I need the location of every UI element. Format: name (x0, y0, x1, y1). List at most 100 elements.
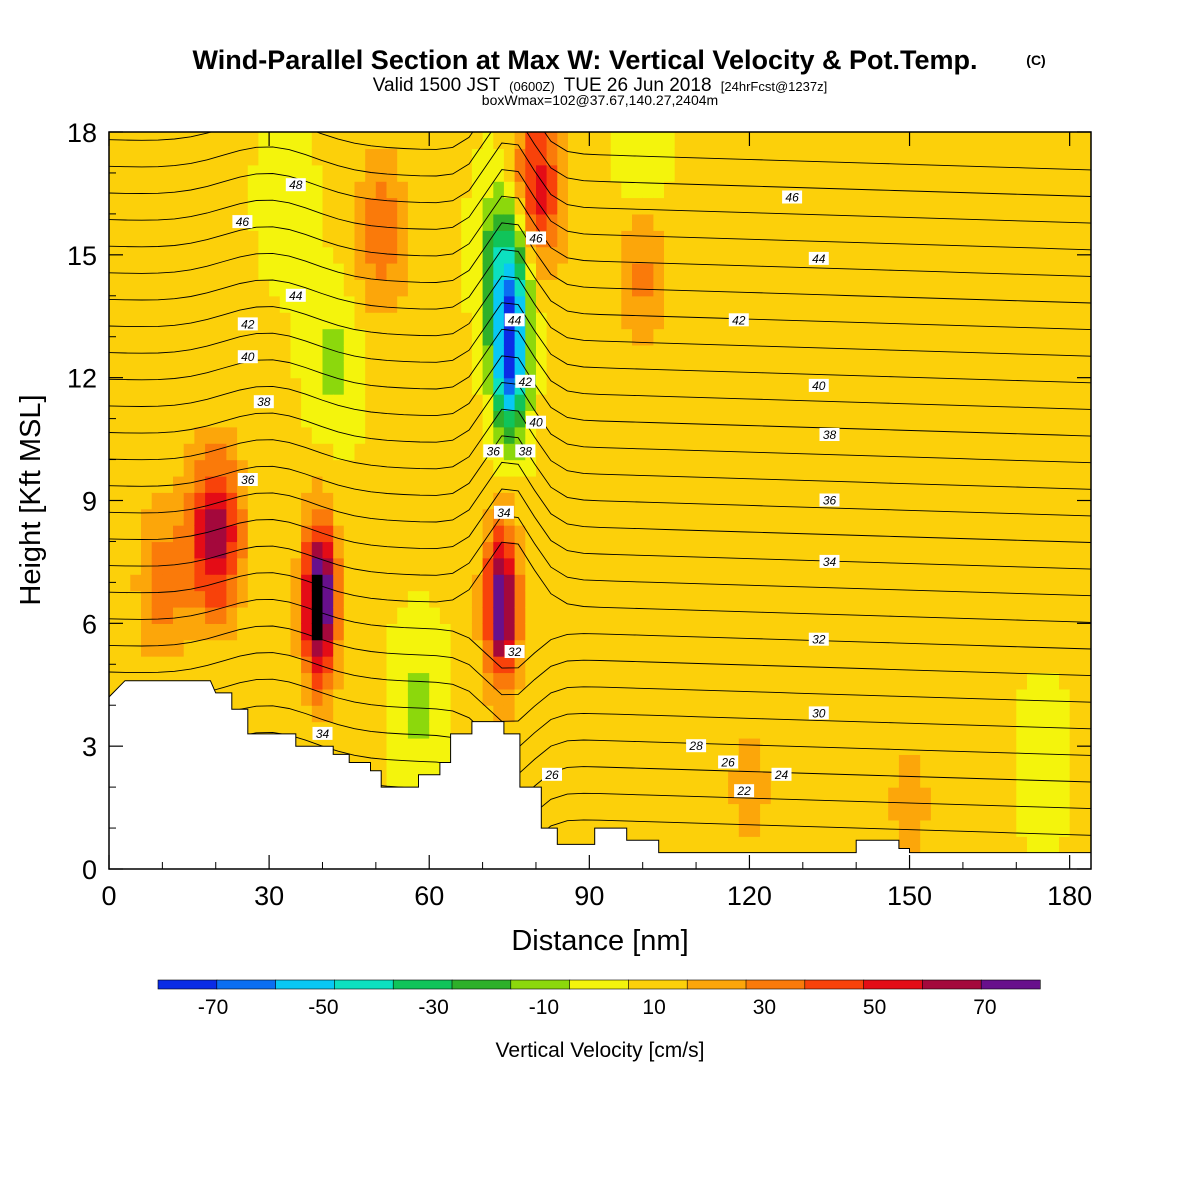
w-cell (386, 426, 398, 444)
w-cell (664, 295, 676, 313)
w-cell (781, 246, 793, 264)
w-cell (706, 295, 718, 313)
w-cell (226, 295, 238, 313)
w-cell (119, 312, 131, 330)
w-cell (247, 574, 260, 592)
w-cell (962, 443, 975, 461)
w-cell (984, 672, 996, 690)
w-cell (674, 639, 686, 657)
w-cell (696, 394, 708, 411)
w-cell (525, 148, 537, 166)
theta-isentrope (109, 652, 1091, 722)
w-cell (237, 590, 249, 608)
w-cell (717, 705, 729, 723)
copyright-mark: (C) (1026, 52, 1045, 68)
w-cell (397, 263, 409, 280)
w-cell (802, 197, 815, 215)
colorbar-label: -10 (529, 996, 559, 1019)
w-cell (407, 312, 420, 330)
w-cell (258, 213, 270, 231)
w-cell (290, 328, 302, 346)
w-cell (557, 164, 569, 182)
w-cell (706, 803, 718, 821)
w-cell (226, 492, 238, 510)
w-cell (439, 230, 452, 248)
w-cell (568, 787, 580, 805)
w-cell (322, 590, 334, 608)
w-cell (183, 246, 195, 264)
w-cell (1048, 754, 1060, 772)
w-cell (994, 672, 1007, 690)
w-cell (493, 557, 505, 575)
w-cell (941, 246, 953, 264)
w-cell (525, 770, 537, 788)
w-cell (952, 230, 964, 248)
w-cell (621, 656, 633, 674)
w-cell (1037, 426, 1049, 444)
w-cell (269, 607, 281, 624)
w-cell (333, 508, 345, 526)
w-cell (407, 541, 420, 559)
w-cell (343, 721, 356, 739)
w-cell (322, 672, 334, 690)
w-cell (162, 377, 174, 395)
w-cell (578, 574, 590, 592)
w-cell (375, 525, 388, 543)
w-cell (1005, 721, 1017, 739)
theta-isentrope (109, 132, 1091, 171)
w-cell (696, 197, 708, 215)
w-cell (589, 312, 601, 330)
w-cell (760, 770, 772, 788)
w-cell (866, 574, 879, 592)
w-cell (642, 279, 654, 297)
w-cell (1059, 623, 1071, 641)
w-cell (589, 475, 601, 493)
w-cell (632, 787, 644, 805)
w-cell (920, 443, 932, 461)
w-cell (461, 721, 473, 739)
w-cell (674, 721, 686, 739)
w-cell (247, 426, 260, 444)
w-cell (130, 263, 142, 280)
w-cell (450, 164, 462, 182)
w-cell (407, 721, 420, 739)
w-cell (866, 263, 879, 280)
w-cell (738, 213, 751, 231)
w-cell (482, 459, 494, 477)
w-cell (696, 787, 708, 805)
w-cell (450, 197, 462, 215)
w-cell (311, 377, 324, 395)
w-cell (568, 148, 580, 166)
w-cell (856, 623, 868, 641)
w-cell (194, 590, 206, 608)
w-cell (696, 590, 708, 608)
theta-label-bg (253, 395, 274, 409)
w-cell (642, 230, 654, 248)
w-cell (493, 279, 505, 297)
w-cell (578, 541, 590, 559)
w-cell (557, 705, 569, 723)
w-cell (1016, 459, 1028, 477)
w-cell (119, 508, 131, 526)
w-cell (450, 688, 462, 706)
w-cell (941, 443, 953, 461)
w-cell (247, 197, 260, 215)
w-cell (237, 623, 249, 641)
w-cell (407, 770, 420, 788)
w-cell (802, 590, 815, 608)
w-cell (738, 197, 751, 215)
w-cell (770, 443, 783, 461)
w-cell (973, 148, 985, 166)
w-cell (696, 819, 708, 837)
w-cell (322, 525, 334, 543)
w-cell (824, 410, 836, 428)
w-cell (685, 672, 697, 690)
w-cell (162, 459, 174, 477)
w-cell (984, 377, 996, 395)
w-cell (514, 688, 526, 706)
w-cell (568, 181, 580, 199)
w-cell (674, 623, 686, 641)
w-cell (536, 656, 548, 674)
w-cell (792, 492, 804, 510)
